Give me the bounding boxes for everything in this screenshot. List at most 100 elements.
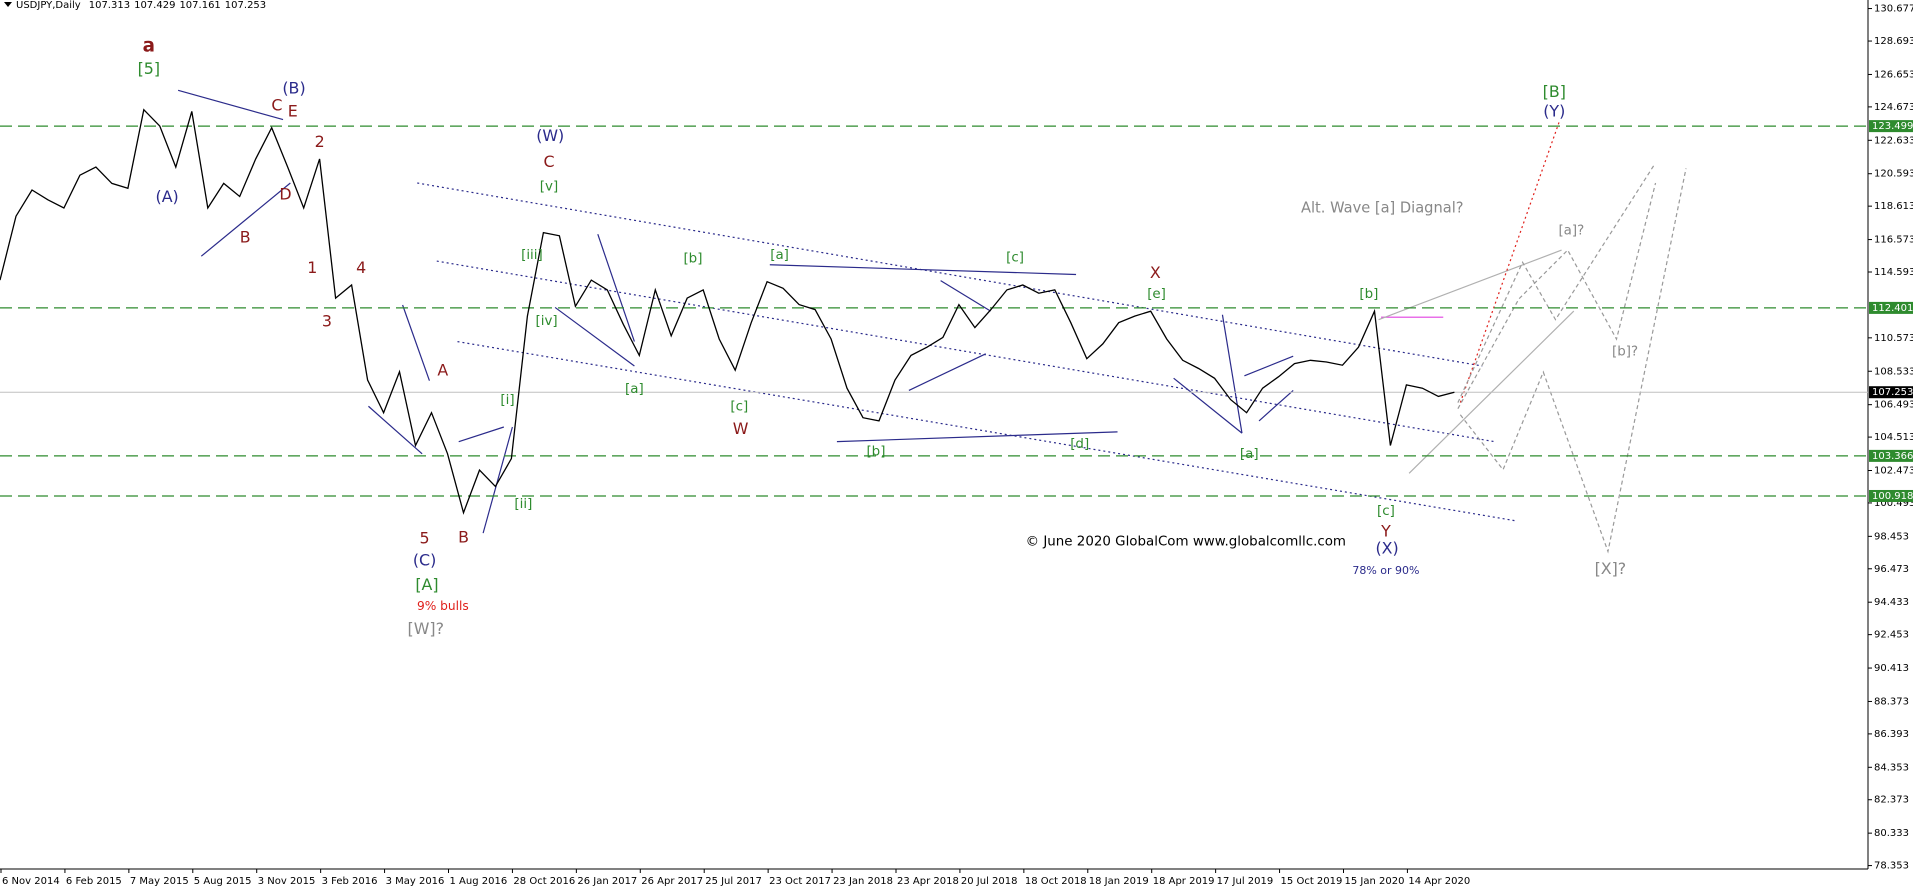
wave-label: X (1150, 263, 1161, 282)
wave-label: [c] (1006, 250, 1024, 265)
x-tick-label: 15 Oct 2019 (1281, 876, 1343, 887)
x-tick-label: 6 Feb 2015 (66, 876, 122, 887)
wave-label: [a] (770, 248, 789, 263)
wave-label: [iv] (535, 314, 557, 329)
wave-label: [v] (540, 180, 558, 195)
wave-label: 78% or 90% (1352, 564, 1419, 577)
wave-label: 4 (356, 258, 366, 277)
current-price-label: 107.253 (1872, 387, 1913, 398)
y-tick-label: 126.653 (1874, 69, 1913, 80)
y-tick-label: 110.573 (1874, 333, 1913, 344)
wave-label: 2 (315, 132, 325, 151)
y-tick-label: 116.573 (1874, 235, 1913, 246)
header-text: 107.161 (179, 0, 220, 11)
wave-label: [b] (683, 252, 702, 267)
wave-label: C (543, 152, 554, 171)
wave-label: [e] (1147, 287, 1166, 302)
y-tick-label: 108.533 (1874, 366, 1913, 377)
y-tick-label: 114.593 (1874, 267, 1913, 278)
header-text: 107.253 (225, 0, 266, 11)
x-tick-label: 6 Nov 2014 (2, 876, 60, 887)
wave-label: 1 (307, 258, 317, 277)
drawing-line (1173, 377, 1243, 434)
wave-label: [a] (1240, 447, 1259, 462)
wave-label: (X) (1376, 539, 1399, 558)
drawing-line (177, 89, 284, 121)
header-text: 107.313 (89, 0, 130, 11)
x-tick-label: 7 May 2015 (130, 876, 189, 887)
drawing-line (457, 341, 1517, 522)
drawing-line (1258, 389, 1294, 422)
current-price-box (1869, 386, 1913, 399)
menu-arrow[interactable] (4, 2, 12, 7)
y-tick-label: 106.493 (1874, 400, 1913, 411)
drawing-line (1457, 164, 1655, 403)
wave-label: [5] (138, 59, 160, 78)
price-line (0, 108, 1455, 515)
wave-label: [W]? (408, 619, 444, 638)
wave-label: W (733, 419, 749, 438)
x-tick-label: 25 Jul 2017 (705, 876, 762, 887)
wave-label: A (437, 360, 448, 379)
wave-label: (A) (156, 187, 179, 206)
wave-label: D (279, 185, 291, 204)
x-tick-label: 18 Oct 2018 (1025, 876, 1087, 887)
x-tick-label: 23 Apr 2018 (897, 876, 959, 887)
y-tick-label: 80.333 (1874, 828, 1909, 839)
wave-label: C (271, 96, 282, 115)
wave-label: [iii] (521, 248, 543, 263)
level-label-box (1869, 120, 1913, 133)
drawing-line (1244, 355, 1294, 377)
x-tick-label: 1 Aug 2016 (449, 876, 507, 887)
wave-label: [a]? (1558, 224, 1584, 239)
wave-label: [b] (866, 444, 885, 459)
drawing-line (1459, 168, 1687, 554)
wave-label: B (240, 227, 251, 246)
wave-label: B (458, 528, 469, 547)
header-text: USDJPY,Daily (16, 0, 81, 11)
wave-label: [B] (1543, 82, 1566, 101)
level-label: 123.499 (1872, 121, 1913, 132)
wave-label: [c] (1377, 504, 1395, 519)
wave-label: [i] (500, 393, 514, 408)
y-tick-label: 90.413 (1874, 663, 1909, 674)
wave-label: [d] (1070, 437, 1089, 452)
wave-label: (Y) (1543, 102, 1565, 121)
level-label-box (1869, 449, 1913, 462)
drawing-line (368, 405, 423, 455)
drawing-line (200, 182, 291, 257)
x-tick-label: 18 Apr 2019 (1153, 876, 1215, 887)
wave-label: [b]? (1612, 344, 1638, 359)
wave-label: Y (1380, 521, 1391, 540)
wave-label: 9% bulls (417, 599, 469, 613)
y-tick-label: 118.613 (1874, 201, 1913, 212)
x-tick-label: 20 Jul 2018 (961, 876, 1018, 887)
y-tick-label: 102.473 (1874, 466, 1913, 477)
level-label-box (1869, 489, 1913, 502)
y-tick-label: 92.453 (1874, 630, 1909, 641)
wave-label: [b] (1359, 287, 1378, 302)
x-tick-label: 15 Jan 2020 (1344, 876, 1404, 887)
drawing-line (1221, 314, 1243, 434)
wave-label: [A] (415, 575, 438, 594)
drawing-line (458, 426, 505, 443)
wave-label: [c] (730, 399, 748, 414)
x-tick-label: 3 Feb 2016 (322, 876, 378, 887)
y-tick-label: 78.353 (1874, 861, 1909, 872)
x-tick-label: 14 Apr 2020 (1408, 876, 1470, 887)
drawing-line (402, 304, 431, 381)
y-tick-label: 98.453 (1874, 531, 1909, 542)
chart-header: USDJPY,Daily 107.313 107.429 107.161 107.253 (16, 0, 266, 11)
x-tick-label: 26 Jan 2017 (577, 876, 637, 887)
wave-label: a (143, 35, 155, 56)
y-tick-label: 130.677 (1874, 4, 1913, 15)
header-text: 107.429 (134, 0, 175, 11)
y-tick-label: 120.593 (1874, 169, 1913, 180)
x-tick-label: 28 Oct 2016 (513, 876, 575, 887)
drawing-line (908, 353, 987, 391)
drawing-line (836, 431, 1118, 443)
x-tick-label: 23 Oct 2017 (769, 876, 831, 887)
y-tick-label: 94.433 (1874, 597, 1909, 608)
